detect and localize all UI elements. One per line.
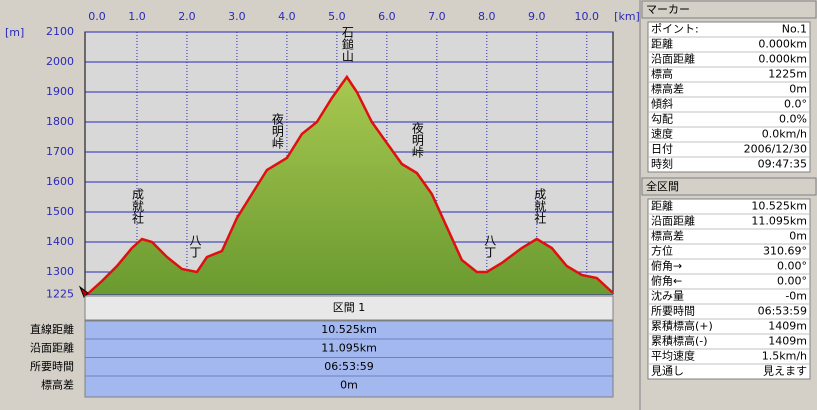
- total-header: [641, 177, 817, 196]
- y-tick-label: 1400: [46, 235, 74, 248]
- row-value: 2006/12/30: [744, 143, 807, 156]
- row-value: 1.5km/h: [762, 350, 807, 363]
- profile-line: [86, 74, 614, 296]
- marker-title: マーカー: [646, 3, 690, 16]
- row-label: 標高: [651, 67, 673, 81]
- x-tick-label: 4.0: [278, 10, 296, 23]
- row-value: 0m: [789, 83, 807, 96]
- y-tick-label: 2000: [46, 55, 74, 68]
- annotation: 夜明峠: [270, 112, 284, 149]
- y-tick-label: 1300: [46, 265, 74, 278]
- row-label: 標高差: [651, 82, 684, 96]
- y-tick-label: 1900: [46, 85, 74, 98]
- row-value: 06:53:59: [758, 305, 807, 318]
- row-label: 直線距離: [30, 322, 74, 336]
- row-label: 沿面距離: [651, 214, 695, 228]
- y-tick-label: 1225: [46, 288, 74, 301]
- row-label: 距離: [651, 37, 673, 51]
- x-tick-label: 2.0: [178, 10, 196, 23]
- row-value: 0m: [340, 379, 358, 392]
- row-value: 09:47:35: [758, 158, 807, 171]
- annotation: 成就社: [130, 188, 144, 224]
- y-unit: [m]: [5, 26, 24, 39]
- row-label: 時刻: [651, 157, 673, 171]
- row-value: 0.0%: [779, 113, 807, 126]
- row-value: 1225m: [768, 68, 807, 81]
- marker-header: [641, 0, 817, 19]
- x-unit: [km]: [614, 10, 640, 23]
- row-label: 俯角→: [651, 259, 682, 273]
- row-label: 累積標高(+): [651, 319, 713, 333]
- y-tick-label: 2100: [46, 25, 74, 38]
- row-label: 標高差: [651, 229, 684, 243]
- row-label: 方位: [651, 244, 673, 258]
- row-label: 傾斜: [651, 97, 673, 111]
- row-label: 日付: [651, 143, 673, 156]
- row-value: No.1: [782, 23, 807, 36]
- position-marker: [78, 285, 89, 298]
- x-tick-label: 9.0: [528, 10, 546, 23]
- annotation: 八丁: [188, 234, 202, 258]
- row-label: 見通し: [651, 365, 684, 378]
- y-tick-label: 1700: [46, 145, 74, 158]
- row-value: 11.095km: [751, 215, 807, 228]
- row-value: 0.000km: [758, 53, 807, 66]
- x-tick-label: 10.0: [575, 10, 600, 23]
- row-value: 11.095km: [321, 342, 377, 355]
- row-label: 距離: [651, 199, 673, 213]
- area-fill: [87, 77, 613, 295]
- section-body: [84, 320, 614, 398]
- x-tick-label: 1.0: [128, 10, 146, 23]
- x-tick-label: 5.0: [328, 10, 346, 23]
- annotation: 八丁: [483, 234, 497, 258]
- annotation: 夜明峠: [410, 121, 424, 158]
- row-label: 速度: [651, 127, 673, 141]
- row-label: 沿面距離: [651, 52, 695, 66]
- x-tick-label: 6.0: [378, 10, 396, 23]
- y-tick-label: 1500: [46, 205, 74, 218]
- annotation: 成就社: [533, 188, 547, 224]
- row-value: 0.00°: [777, 275, 807, 288]
- row-value: 0.00°: [777, 260, 807, 273]
- row-value: 0.000km: [758, 38, 807, 51]
- row-value: 1409m: [768, 320, 807, 333]
- row-label: 所要時間: [651, 305, 695, 318]
- row-label: 所要時間: [30, 360, 74, 373]
- total-title: 全区間: [646, 179, 679, 193]
- y-tick-label: 1600: [46, 175, 74, 188]
- row-label: 勾配: [651, 113, 673, 126]
- x-tick-label: 3.0: [228, 10, 246, 23]
- annotation: 石鎚山: [340, 26, 354, 62]
- row-value: 310.69°: [763, 245, 807, 258]
- row-value: 10.525km: [751, 200, 807, 213]
- row-label: 俯角←: [651, 274, 682, 288]
- row-label: 標高差: [41, 378, 74, 392]
- row-value: 06:53:59: [324, 360, 373, 373]
- y-tick-label: 1800: [46, 115, 74, 128]
- row-value: 0m: [789, 230, 807, 243]
- section-header: [84, 295, 614, 321]
- row-value: 1409m: [768, 335, 807, 348]
- row-label: 沿面距離: [30, 341, 74, 355]
- row-label: 平均速度: [651, 349, 695, 363]
- section-title: 区間 1: [333, 301, 366, 314]
- x-tick-label: 7.0: [428, 10, 446, 23]
- row-label: 沈み量: [651, 289, 684, 303]
- x-tick-label: 8.0: [478, 10, 496, 23]
- x-tick-label: 0.0: [88, 10, 106, 23]
- row-value: 0.0km/h: [762, 128, 807, 141]
- row-value: 0.0°: [784, 98, 807, 111]
- row-value: 見えます: [763, 365, 807, 378]
- row-value: 10.525km: [321, 323, 377, 336]
- row-value: -0m: [785, 290, 807, 303]
- row-label: ポイント:: [651, 23, 699, 36]
- row-label: 累積標高(-): [651, 334, 708, 348]
